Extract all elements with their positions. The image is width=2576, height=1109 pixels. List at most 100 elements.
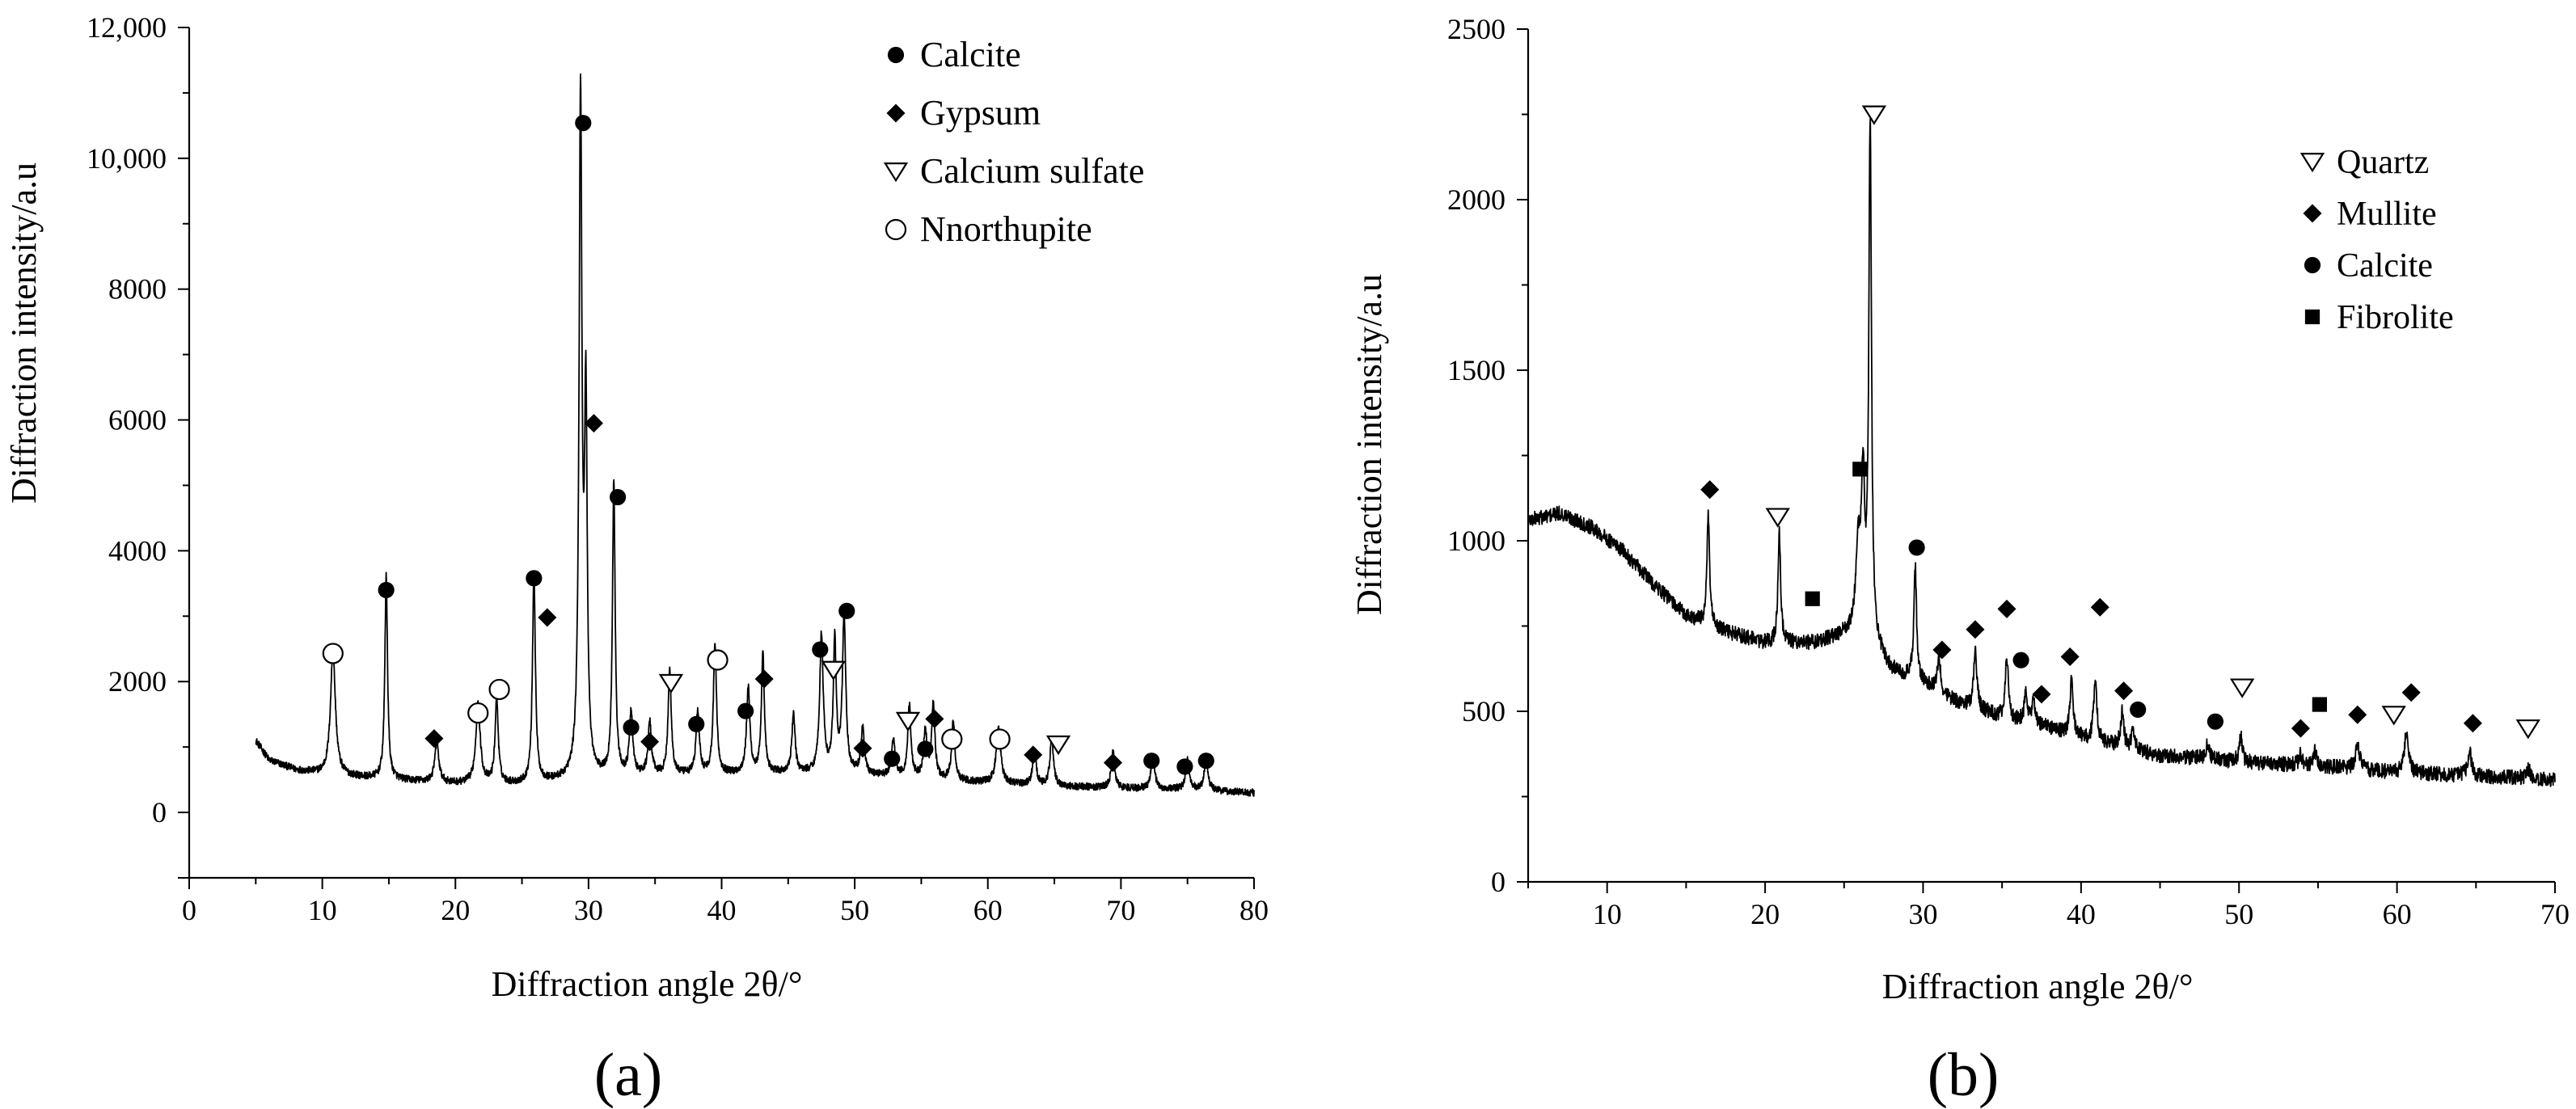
y-tick-label: 500	[1462, 695, 1505, 727]
phase-marker-filled-circle	[688, 715, 705, 732]
phase-marker-filled-diamond	[925, 709, 944, 728]
phase-marker-open-circle	[467, 702, 489, 724]
legend-marker-filled-diamond	[886, 103, 906, 123]
phase-marker-filled-diamond	[853, 739, 872, 758]
y-tick-label: 2500	[1447, 13, 1505, 45]
phase-marker-open-circle	[322, 643, 344, 664]
phase-marker-filled-diamond	[1932, 640, 1952, 660]
phase-marker-filled-diamond	[2090, 597, 2109, 617]
y-tick-label: 6000	[108, 404, 167, 436]
x-tick-label: 30	[1908, 898, 1937, 930]
panel-b-x-axis-label: Diffraction angle 2θ/°	[1882, 967, 2194, 1006]
legend-label: Fibrolite	[2337, 299, 2454, 336]
legend-marker-filled-square	[2304, 309, 2321, 325]
y-tick-label: 0	[152, 796, 167, 829]
legend-marker-filled-diamond	[2303, 204, 2322, 223]
x-tick-label: 50	[840, 894, 869, 926]
panel-b-y-axis-label: Diffraction intensity/a.u	[1349, 274, 1389, 615]
phase-marker-filled-circle	[1143, 753, 1160, 770]
phase-marker-filled-circle	[526, 570, 543, 587]
x-tick-label: 60	[2383, 898, 2412, 930]
x-tick-label: 60	[973, 894, 1003, 926]
phase-marker-open-triangle-down	[2229, 678, 2255, 698]
phase-marker-filled-circle	[812, 641, 829, 658]
phase-marker-filled-diamond	[424, 729, 444, 748]
y-tick-label: 2000	[108, 665, 167, 698]
panel-a-y-axis-label: Diffraction intensity/a.u	[4, 162, 44, 504]
y-tick-label: 10,000	[87, 142, 167, 175]
phase-marker-filled-diamond	[2114, 681, 2134, 701]
phase-marker-open-circle	[989, 728, 1011, 750]
legend-marker-filled-circle	[2304, 256, 2321, 274]
x-tick-label: 40	[707, 894, 737, 926]
legend-label: Calcite	[920, 35, 1021, 74]
phase-marker-open-circle	[707, 649, 728, 671]
y-tick-label: 8000	[108, 273, 167, 306]
phase-marker-filled-circle	[575, 115, 592, 132]
legend-marker-open-triangle-down	[2299, 153, 2325, 173]
phase-marker-filled-diamond	[584, 414, 603, 433]
x-tick-label: 10	[1593, 898, 1622, 930]
phase-marker-filled-circle	[2012, 651, 2029, 668]
phase-marker-filled-circle	[838, 602, 855, 619]
legend-label: Gypsum	[920, 93, 1041, 133]
phase-marker-filled-square	[1852, 462, 1868, 477]
legend-label: Nnorthupite	[920, 209, 1092, 249]
phase-marker-filled-diamond	[640, 732, 660, 752]
phase-marker-filled-circle	[737, 702, 754, 719]
panel-a-label: (a)	[594, 1041, 662, 1109]
legend-marker-open-circle	[885, 218, 907, 241]
phase-marker-open-triangle-down	[1045, 735, 1071, 756]
y-tick-label: 4000	[108, 534, 167, 567]
legend-label: Mullite	[2337, 196, 2437, 233]
y-tick-label: 1000	[1447, 525, 1505, 557]
y-tick-label: 2000	[1447, 183, 1505, 216]
phase-marker-filled-circle	[378, 581, 395, 599]
x-tick-label: 40	[2067, 898, 2096, 930]
phase-marker-filled-diamond	[1024, 745, 1043, 765]
panel-a-x-axis-label: Diffraction angle 2θ/°	[492, 964, 803, 1004]
legend-label: Calcite	[2337, 247, 2433, 285]
phase-marker-filled-circle	[623, 719, 640, 736]
phase-marker-filled-circle	[610, 488, 627, 506]
phase-marker-open-triangle-down	[2515, 719, 2540, 740]
legend-label: Quartz	[2337, 144, 2429, 181]
phase-marker-filled-diamond	[2060, 647, 2080, 666]
phase-marker-filled-diamond	[2463, 714, 2482, 733]
phase-marker-filled-circle	[1176, 758, 1193, 775]
legend-marker-filled-circle	[887, 46, 905, 64]
phase-marker-filled-square	[2312, 697, 2327, 712]
y-tick-label: 1500	[1447, 354, 1505, 386]
phase-marker-filled-circle	[2130, 701, 2147, 718]
phase-marker-open-triangle-down	[2381, 706, 2406, 726]
panel-a-chart: Diffraction intensity/a.u Diffraction an…	[4, 11, 1269, 1109]
phase-marker-open-triangle-down	[1765, 508, 1790, 528]
panel-b-label: (b)	[1928, 1041, 2000, 1109]
x-tick-label: 10	[308, 894, 337, 926]
phase-marker-open-circle	[488, 678, 510, 701]
legend-marker-open-triangle-down	[883, 162, 909, 183]
x-tick-label: 50	[2224, 898, 2253, 930]
phase-marker-filled-circle	[2206, 713, 2224, 730]
phase-marker-filled-circle	[1197, 753, 1214, 770]
phase-marker-filled-circle	[917, 740, 934, 757]
phase-marker-open-triangle-down	[895, 711, 921, 732]
diffraction-pattern-line	[1527, 117, 2556, 787]
phase-marker-filled-circle	[884, 750, 901, 767]
phase-marker-filled-diamond	[2032, 685, 2051, 704]
phase-marker-filled-square	[1805, 591, 1820, 606]
x-tick-label: 30	[574, 894, 603, 926]
phase-marker-filled-diamond	[2291, 719, 2310, 738]
phase-marker-open-triangle-down	[1861, 105, 1887, 125]
y-tick-label: 0	[1491, 866, 1505, 898]
phase-marker-filled-diamond	[1103, 753, 1123, 773]
phase-marker-open-triangle-down	[821, 660, 846, 681]
x-tick-label: 70	[1106, 894, 1135, 926]
phase-marker-filled-diamond	[2348, 705, 2367, 724]
panel-b-chart: Diffraction intensity/a.u Diffraction an…	[1349, 13, 2570, 1109]
phase-marker-filled-diamond	[538, 608, 557, 627]
x-tick-label: 20	[441, 894, 470, 926]
x-tick-label: 0	[182, 894, 196, 926]
phase-marker-filled-diamond	[1700, 480, 1720, 500]
